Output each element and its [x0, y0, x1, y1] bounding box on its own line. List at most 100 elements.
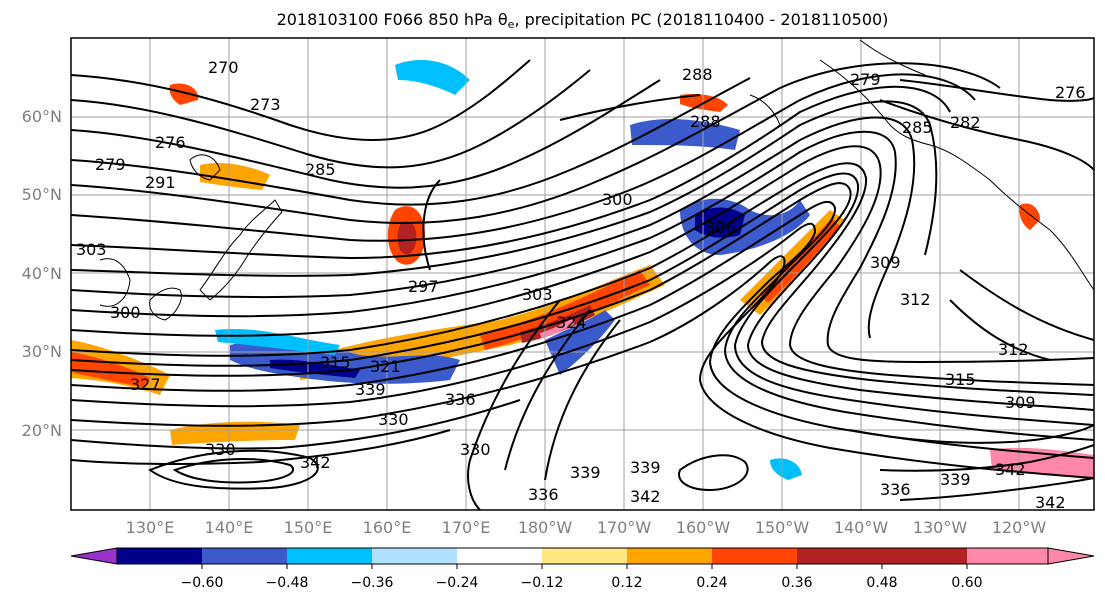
contour-label: 276 — [155, 133, 186, 152]
lat-label: 20°N — [22, 421, 62, 440]
theta-e-contours — [71, 59, 1094, 510]
colorbar-bin — [372, 548, 457, 564]
colorbar-tick-label: 0.24 — [696, 575, 727, 591]
pc-shade-south-1 — [170, 421, 300, 445]
colorbar-bin — [712, 548, 797, 564]
contour-label: 330 — [378, 410, 409, 429]
pc-shade-band-max — [520, 305, 595, 343]
contour-label: 309 — [870, 253, 901, 272]
colorbar-tick-label: 0.12 — [611, 575, 642, 591]
colorbar-bin — [627, 548, 712, 564]
contour-label: 279 — [850, 70, 881, 89]
lat-label: 30°N — [22, 342, 62, 361]
pc-shade-north-2 — [630, 118, 740, 150]
contour-label: 339 — [570, 463, 601, 482]
colorbar-bin — [457, 548, 542, 564]
contour-label: 309 — [1005, 393, 1036, 412]
lon-label: 170°W — [597, 518, 652, 537]
contour-label: 339 — [630, 458, 661, 477]
lon-label: 160°E — [363, 518, 412, 537]
colorbar-tick-label: −0.48 — [266, 575, 309, 591]
contour-label: 291 — [145, 173, 176, 192]
contour-label: 336 — [445, 390, 476, 409]
colorbar-tick-label: 0.60 — [951, 575, 982, 591]
pc-shade-south-2 — [770, 458, 802, 480]
contour-label: 339 — [940, 470, 971, 489]
map-title: 2018103100 F066 850 hPa θe, precipitatio… — [276, 10, 889, 31]
contour-label: 336 — [880, 480, 911, 499]
lat-label: 50°N — [22, 185, 62, 204]
colorbar-bin — [967, 548, 1048, 564]
colorbar-bin — [202, 548, 287, 564]
pc-shade-north-3 — [169, 83, 199, 105]
contour-label: 324 — [556, 313, 587, 332]
contour-label: 282 — [950, 113, 981, 132]
colorbar-tick-label: −0.60 — [181, 575, 224, 591]
lon-label: 120°W — [992, 518, 1047, 537]
contour-label: 342 — [1035, 493, 1066, 512]
lat-label: 40°N — [22, 264, 62, 283]
contour-label: 312 — [998, 340, 1029, 359]
latitude-labels: 60°N 50°N 40°N 30°N 20°N — [22, 107, 62, 440]
contour-label: 285 — [902, 118, 933, 137]
contour-label: 276 — [1055, 83, 1086, 102]
contour-labels: 270 273 276 279 291 285 300 303 300 297 … — [76, 58, 1086, 512]
lat-label: 60°N — [22, 107, 62, 126]
contour-label: 342 — [995, 460, 1026, 479]
contour-label: 312 — [900, 290, 931, 309]
contour-label: 303 — [522, 285, 553, 304]
contour-label: 303 — [76, 240, 107, 259]
contour-label: 321 — [370, 357, 401, 376]
pc-shade-neg-dipole-core — [695, 207, 745, 238]
lon-label: 130°W — [913, 518, 968, 537]
pc-shade-band — [300, 265, 665, 380]
contour-label: 342 — [300, 453, 331, 472]
colorbar-tick-label: 0.48 — [866, 575, 897, 591]
map-frame — [70, 37, 1095, 511]
contour-label: 330 — [205, 440, 236, 459]
contour-label: 270 — [208, 58, 239, 77]
colorbar-bin — [287, 548, 372, 564]
contour-label: 285 — [305, 160, 336, 179]
lon-label: 130°E — [126, 518, 175, 537]
colorbar-extend-low — [70, 547, 118, 565]
contour-label: 342 — [630, 487, 661, 506]
colorbar-bin — [797, 548, 882, 564]
lon-label: 140°W — [834, 518, 889, 537]
longitude-labels: 130°E 140°E 150°E 160°E 170°E 180°W 170°… — [126, 518, 1047, 537]
map-gridlines — [71, 38, 1094, 510]
colorbar-tick-label: 0.36 — [781, 575, 812, 591]
contour-label: 297 — [408, 277, 439, 296]
colorbar-bin — [542, 548, 627, 564]
colorbar-frame — [116, 547, 1049, 565]
contour-label: 330 — [460, 440, 491, 459]
contour-label: 327 — [130, 375, 161, 394]
contour-label: 288 — [690, 112, 721, 131]
colorbar-tick-label: −0.36 — [351, 575, 394, 591]
pc-shade-north-1 — [395, 60, 470, 95]
colorbar-tick-label: −0.24 — [436, 575, 479, 591]
contour-label: 315 — [320, 353, 351, 372]
pc-shade-neg-strip — [545, 310, 615, 375]
coastlines — [99, 39, 1094, 321]
contour-label: 336 — [528, 485, 559, 504]
lon-label: 180°W — [518, 518, 573, 537]
contour-label: 300 — [602, 190, 633, 209]
lon-label: 150°E — [284, 518, 333, 537]
lon-label: 170°E — [442, 518, 491, 537]
colorbar-ticks — [201, 564, 968, 569]
pc-shade-band-peak — [540, 318, 574, 338]
colorbar: −0.60 −0.48 −0.36 −0.24 −0.12 0.12 0.24 … — [70, 547, 1095, 591]
colorbar-extend-high — [1047, 547, 1095, 565]
contour-label: 339 — [355, 380, 386, 399]
lon-label: 140°E — [205, 518, 254, 537]
colorbar-bin — [117, 548, 202, 564]
colorbar-bin — [882, 548, 967, 564]
pc-shade-blob-core — [397, 221, 417, 255]
colorbar-tick-label: −0.12 — [521, 575, 564, 591]
lon-label: 160°W — [676, 518, 731, 537]
contour-label: 315 — [945, 370, 976, 389]
contour-label: 288 — [682, 65, 713, 84]
contour-label: 306 — [705, 218, 736, 237]
